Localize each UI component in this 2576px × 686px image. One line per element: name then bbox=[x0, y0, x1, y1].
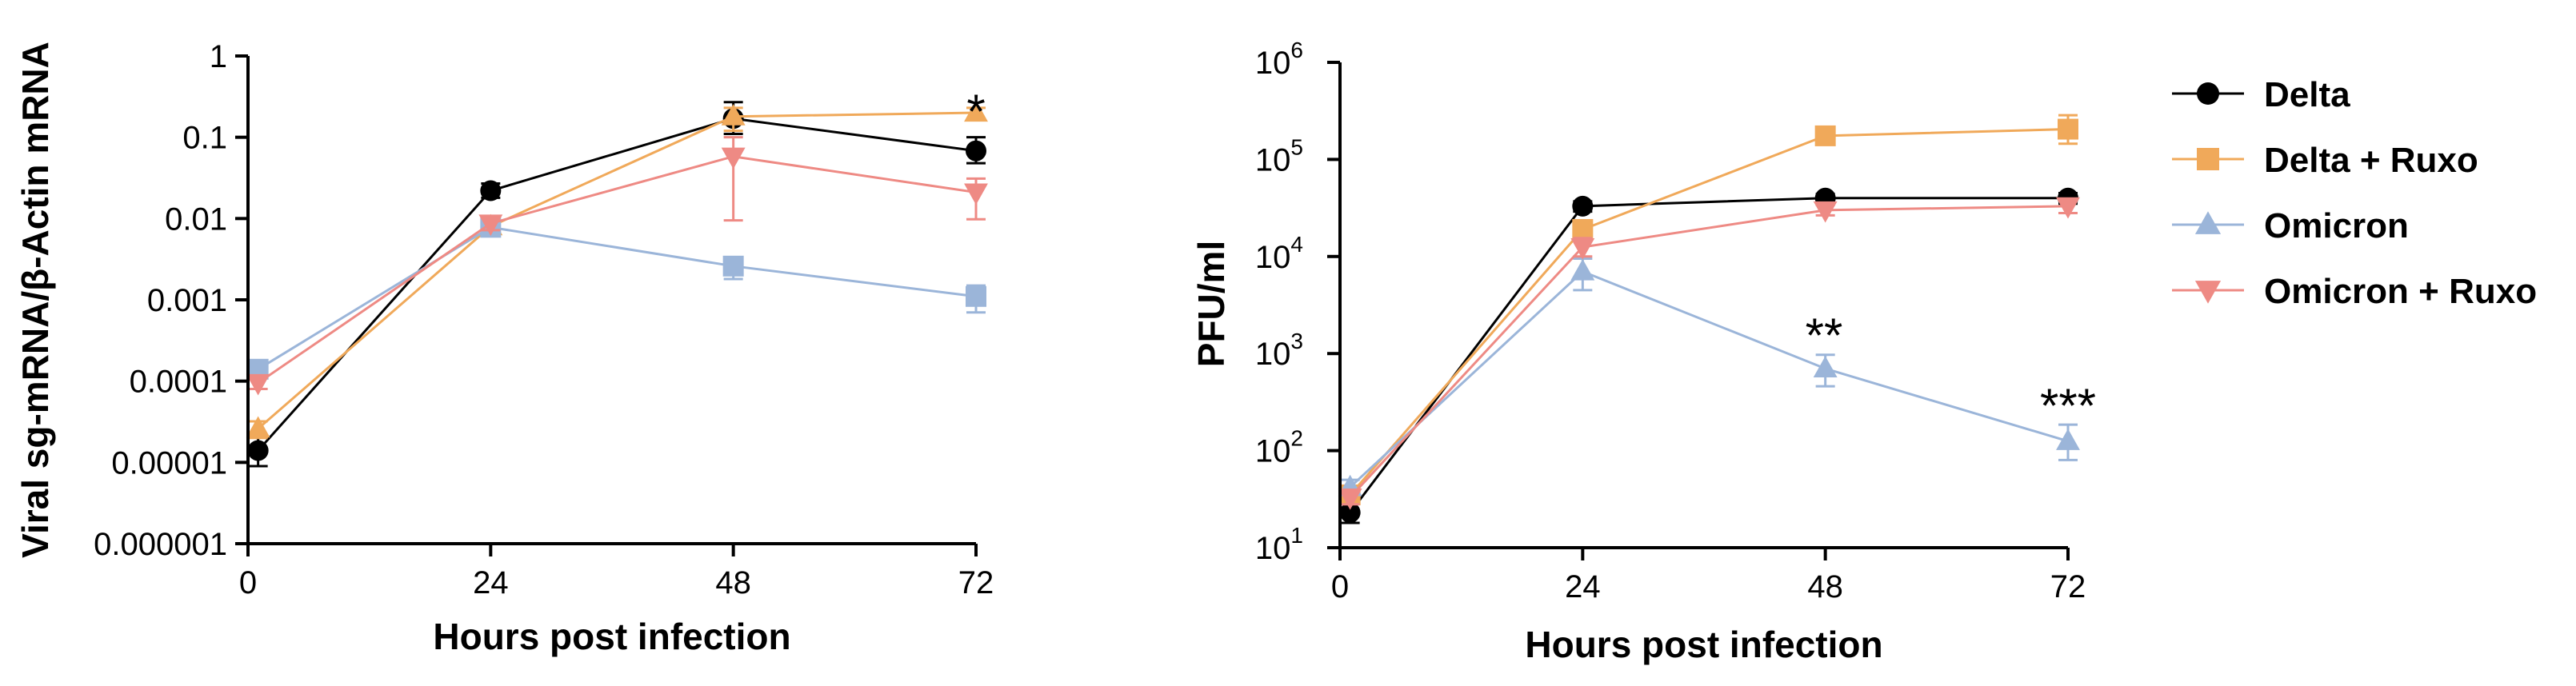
legend-marker bbox=[2197, 148, 2219, 170]
right-chart-y-axis-title: PFU/ml bbox=[1190, 241, 1232, 367]
left-chart-data-point bbox=[247, 440, 269, 461]
legend-label: Delta bbox=[2264, 75, 2350, 114]
left-chart-series-layer bbox=[246, 100, 988, 468]
right-chart-data-point bbox=[1570, 237, 1595, 260]
right-chart-data-point bbox=[1813, 201, 1838, 223]
left-chart: 0 24 48 72 1 0.1 0.01 0.001 0.0001 0.00001 0.00000… bbox=[14, 39, 994, 657]
legend-label: Omicron + Ruxo bbox=[2264, 272, 2537, 311]
legend: Delta Delta + Ruxo Omicron Omicron + Ruxo bbox=[2172, 75, 2537, 311]
right-chart: 0 24 48 72 101 102 103 104 105 106 Hours post inf… bbox=[1190, 38, 2096, 665]
left-chart-x-tick-label: 72 bbox=[958, 565, 994, 600]
right-chart-data-point bbox=[2058, 118, 2078, 140]
right-chart-y-tick-label: 106 bbox=[1255, 38, 1303, 81]
legend-label: Omicron bbox=[2264, 206, 2409, 245]
right-chart-y-tick-label: 103 bbox=[1255, 329, 1303, 372]
right-chart-data-point bbox=[1570, 259, 1595, 281]
left-chart-series-omicron bbox=[247, 217, 986, 380]
legend-item-omicron: Omicron bbox=[2172, 206, 2409, 245]
right-chart-x-axis-title: Hours post infection bbox=[1525, 624, 1882, 665]
right-chart-data-point bbox=[2056, 197, 2080, 219]
left-chart-data-point bbox=[964, 100, 988, 122]
left-chart-y-tick-label: 0.0001 bbox=[130, 365, 227, 400]
right-chart-data-point bbox=[1338, 489, 1362, 510]
left-chart-data-point bbox=[246, 373, 270, 396]
right-chart-y-tick-label: 105 bbox=[1255, 134, 1303, 177]
left-chart-series-line bbox=[257, 117, 977, 452]
left-chart-data-point bbox=[721, 104, 746, 126]
left-chart-series-line bbox=[257, 155, 977, 385]
right-chart-y-tick-label: 102 bbox=[1255, 426, 1303, 469]
left-chart-y-tick-label: 1 bbox=[210, 39, 227, 74]
right-chart-ticks: 0 24 48 72 101 102 103 104 105 106 bbox=[1255, 38, 2086, 604]
left-chart-significance-72h: * bbox=[966, 85, 985, 138]
left-chart-y-tick-label: 0.00001 bbox=[111, 445, 227, 481]
right-chart-series-line bbox=[1349, 128, 2069, 496]
legend-item-delta: Delta bbox=[2172, 75, 2350, 114]
left-chart-x-axis-title: Hours post infection bbox=[433, 616, 790, 657]
left-chart-data-point bbox=[964, 183, 988, 205]
legend-item-delta-ruxo: Delta + Ruxo bbox=[2172, 141, 2478, 180]
left-chart-ticks: 0 24 48 72 1 0.1 0.01 0.001 0.0001 0.00001 0.00000… bbox=[94, 39, 994, 600]
legend-marker bbox=[2194, 281, 2222, 304]
right-chart-data-point bbox=[1814, 125, 1836, 146]
left-chart-series-line bbox=[257, 111, 977, 430]
legend-marker bbox=[2197, 82, 2219, 105]
left-chart-y-axis-title: Viral sg-mRNA/β-Actin mRNA bbox=[14, 42, 56, 558]
right-chart-data-point bbox=[1813, 356, 1838, 378]
left-chart-data-point bbox=[246, 416, 270, 438]
legend-label: Delta + Ruxo bbox=[2264, 141, 2478, 180]
left-chart-data-point bbox=[721, 147, 746, 170]
right-chart-y-tick-label: 101 bbox=[1255, 523, 1303, 566]
right-chart-series-line bbox=[1349, 197, 2068, 513]
right-chart-data-point bbox=[1339, 502, 1361, 524]
left-chart-series-line bbox=[257, 225, 977, 371]
left-chart-data-point bbox=[966, 140, 986, 162]
right-chart-series-omicron bbox=[1338, 257, 2080, 497]
right-chart-significance-48h: ** bbox=[1806, 309, 1843, 362]
right-chart-x-tick-label: 72 bbox=[2050, 569, 2086, 604]
left-chart-y-tick-label: 0.01 bbox=[165, 201, 227, 237]
right-chart-series-delta bbox=[1339, 187, 2078, 524]
right-chart-significance-72h: *** bbox=[2040, 379, 2096, 433]
right-chart-series-delta-ruxo bbox=[1339, 114, 2078, 505]
right-chart-data-point bbox=[1572, 195, 1594, 217]
left-chart-y-tick-label: 0.000001 bbox=[94, 527, 227, 562]
left-chart-data-point bbox=[480, 180, 502, 201]
left-chart-y-tick-label: 0.001 bbox=[147, 283, 227, 318]
right-chart-series-layer bbox=[1338, 114, 2080, 524]
right-chart-series-line bbox=[1349, 269, 2069, 489]
left-chart-x-tick-label: 48 bbox=[715, 565, 751, 600]
legend-marker bbox=[2194, 211, 2222, 234]
right-chart-x-tick-label: 0 bbox=[1331, 569, 1349, 604]
right-chart-data-point bbox=[2056, 429, 2080, 450]
right-chart-series-line bbox=[1349, 205, 2069, 499]
right-chart-series-omicron-ruxo bbox=[1338, 197, 2080, 510]
left-chart-x-tick-label: 24 bbox=[473, 565, 509, 600]
right-chart-y-tick-label: 104 bbox=[1255, 232, 1303, 275]
left-chart-data-point bbox=[966, 285, 986, 307]
left-chart-data-point bbox=[478, 214, 503, 237]
left-chart-series-delta-ruxo bbox=[246, 100, 988, 440]
right-chart-x-tick-label: 24 bbox=[1565, 569, 1601, 604]
left-chart-x-tick-label: 0 bbox=[239, 565, 257, 600]
right-chart-data-point bbox=[1572, 218, 1594, 240]
left-chart-y-tick-label: 0.1 bbox=[182, 121, 227, 156]
left-chart-series-omicron-ruxo bbox=[246, 136, 988, 396]
right-chart-x-tick-label: 48 bbox=[1807, 569, 1843, 604]
legend-item-omicron-ruxo: Omicron + Ruxo bbox=[2172, 272, 2537, 311]
left-chart-data-point bbox=[722, 255, 744, 277]
